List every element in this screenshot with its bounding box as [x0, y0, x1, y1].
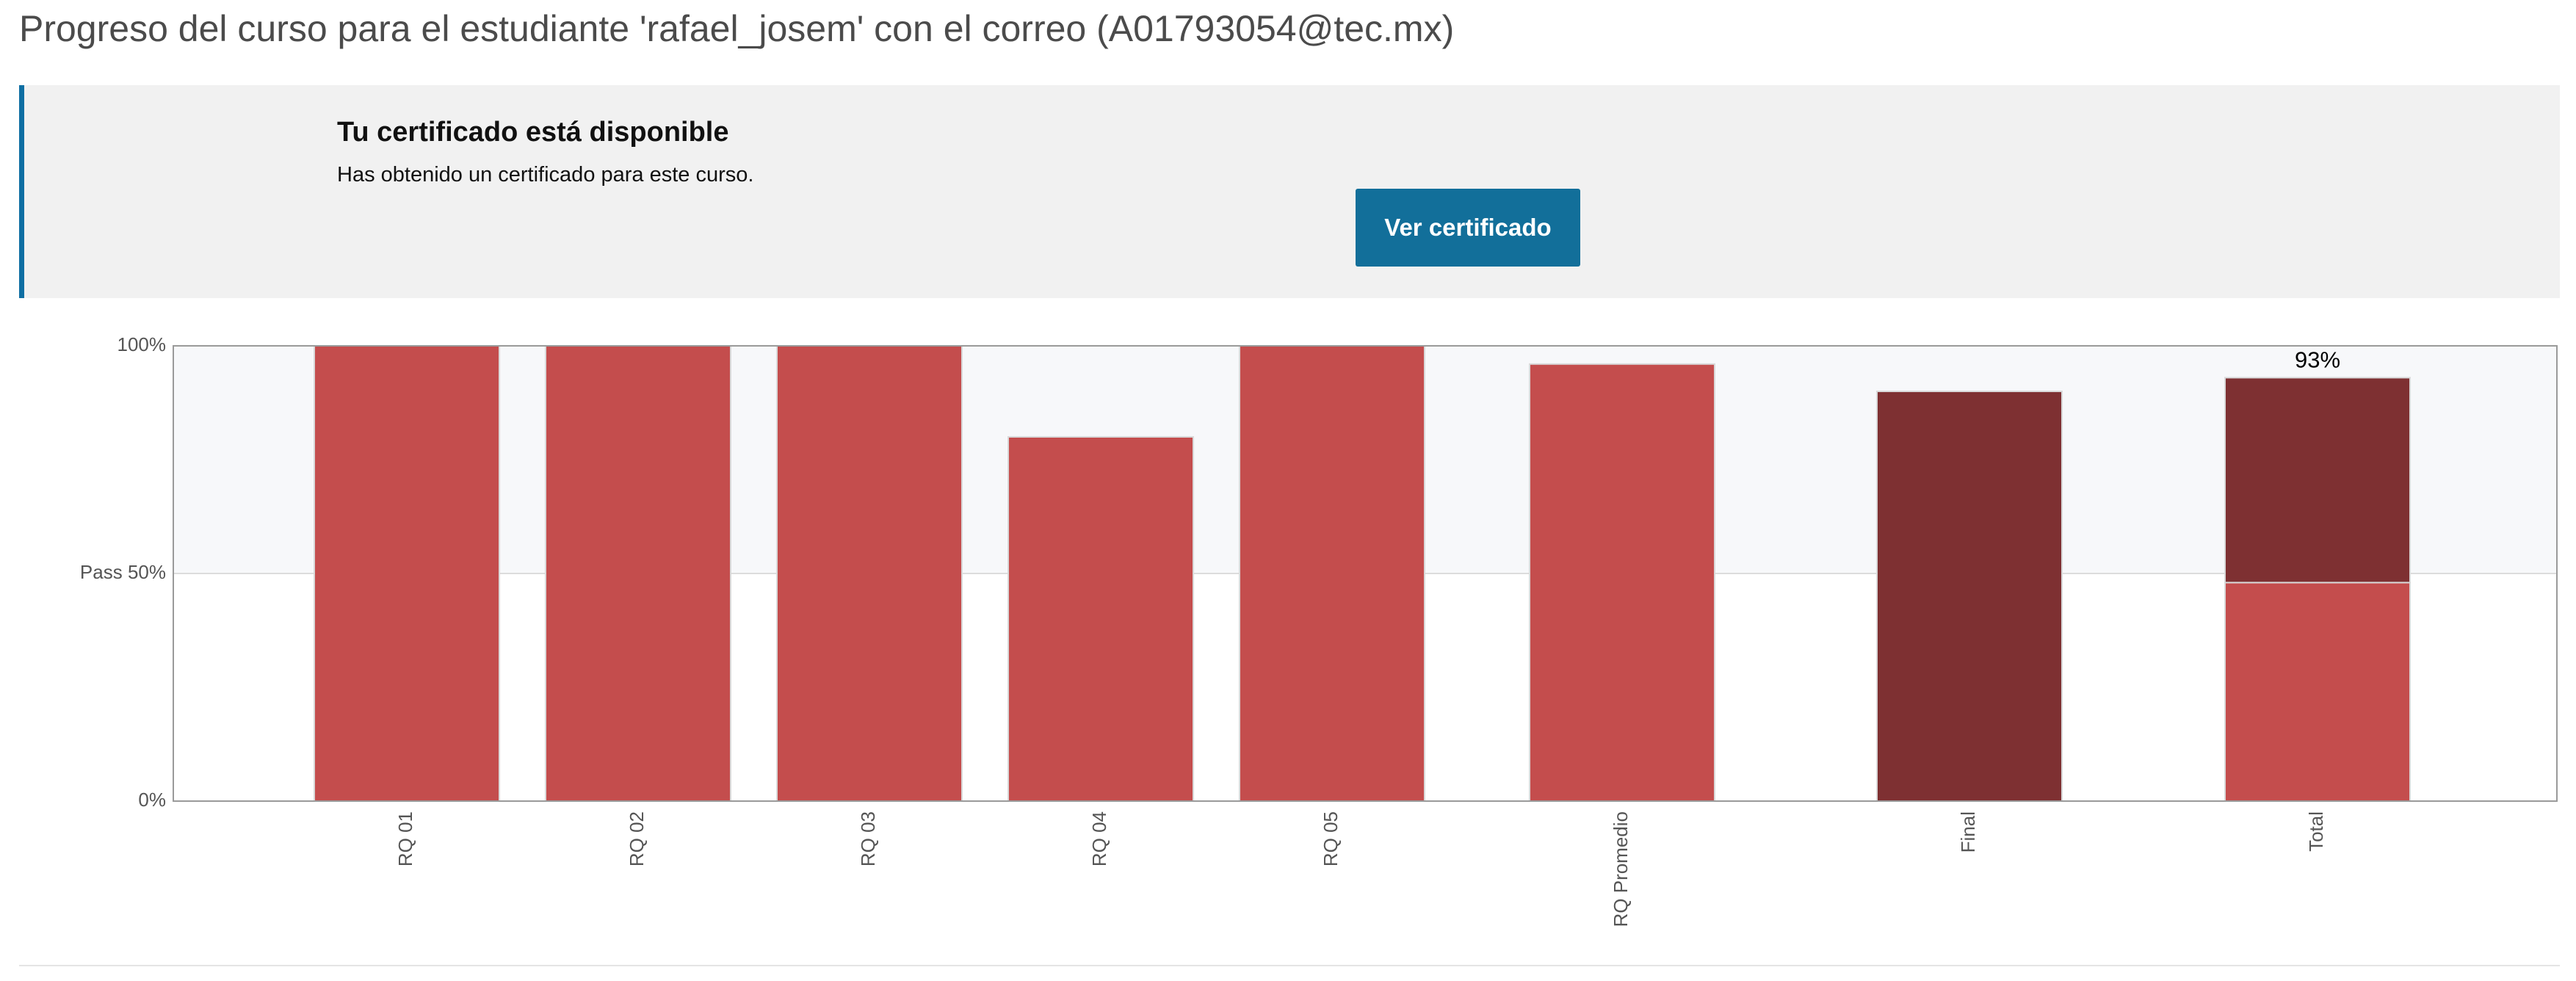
x-tick-label: RQ 02: [626, 811, 648, 866]
bar-rq-02: [545, 345, 731, 802]
data-label: 93%: [2295, 347, 2340, 372]
x-tick-label: RQ 01: [394, 811, 416, 866]
certificate-title: Tu certificado está disponible: [337, 117, 729, 148]
x-tick-label: Total: [2305, 811, 2327, 852]
x-tick-label: Final: [1957, 811, 1979, 853]
bar-rq-03: [776, 345, 963, 802]
x-tick-label: RQ 04: [1088, 811, 1110, 866]
bar-rq-05: [1239, 345, 1425, 802]
bar-rq-promedio: [1529, 363, 1715, 802]
page-title: Progreso del curso para el estudiante 'r…: [19, 8, 1455, 49]
bar-rq-04: [1007, 436, 1194, 802]
x-tick-label: RQ 05: [1320, 811, 1342, 866]
plot-frame: [173, 345, 2558, 802]
y-tick-label: 100%: [117, 333, 167, 355]
bar-total-final: [2224, 377, 2411, 584]
certificate-message: Has obtenido un certificado para este cu…: [337, 163, 754, 187]
y-tick-label: Pass 50%: [80, 561, 166, 583]
bar-final: [1876, 391, 2063, 802]
divider: [19, 965, 2560, 966]
certificate-banner: Tu certificado está disponible Has obten…: [19, 85, 2560, 298]
bar-total-rq: [2224, 582, 2411, 803]
x-tick-label: RQ 03: [857, 811, 879, 866]
y-tick-label: 0%: [138, 789, 166, 811]
x-tick-label: RQ Promedio: [1610, 811, 1632, 927]
bar-rq-01: [314, 345, 500, 802]
view-certificate-button[interactable]: Ver certificado: [1356, 189, 1580, 267]
